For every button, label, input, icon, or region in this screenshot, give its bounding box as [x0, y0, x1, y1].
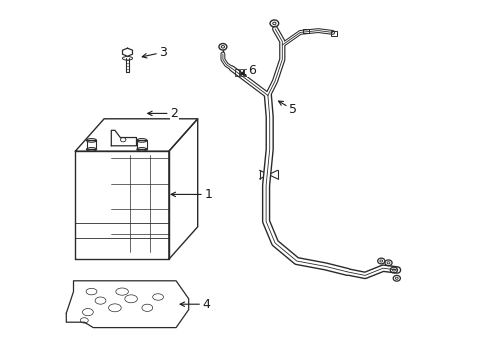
Bar: [235, 69, 239, 76]
Bar: [330, 31, 336, 36]
Bar: [244, 69, 247, 76]
Bar: [239, 69, 243, 76]
Bar: [248, 69, 251, 76]
Text: 2: 2: [147, 107, 178, 120]
Bar: [302, 29, 309, 33]
Text: 3: 3: [142, 46, 167, 59]
Text: 6: 6: [241, 64, 255, 77]
Text: 4: 4: [180, 298, 210, 311]
Text: 1: 1: [171, 188, 212, 201]
Text: 5: 5: [278, 101, 297, 116]
